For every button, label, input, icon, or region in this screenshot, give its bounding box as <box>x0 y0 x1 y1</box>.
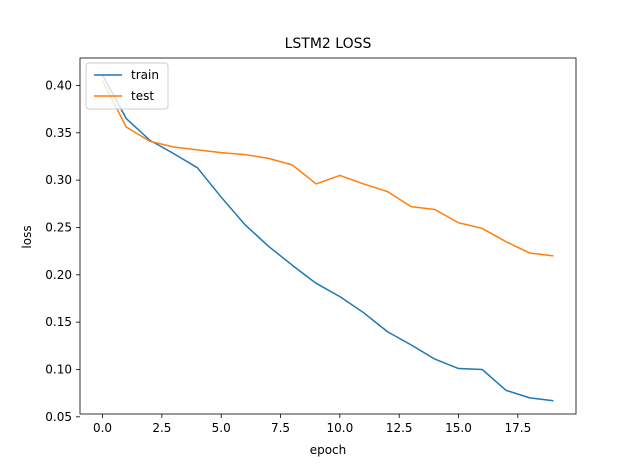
series-line-train <box>101 74 554 402</box>
x-tick-label: 5.0 <box>212 421 231 435</box>
x-tick-label: 2.5 <box>152 421 171 435</box>
x-axis-label: epoch <box>310 443 347 457</box>
plot-area <box>79 57 577 415</box>
series-layer <box>101 74 554 402</box>
chart-title: LSTM2 LOSS <box>285 36 372 52</box>
y-tick-label: 0.30 <box>45 173 72 187</box>
y-tick-label: 0.40 <box>45 78 72 92</box>
x-tick-label: 17.5 <box>504 421 531 435</box>
x-tick-label: 12.5 <box>386 421 413 435</box>
y-tick-label: 0.05 <box>45 410 72 424</box>
x-tick-label: 15.0 <box>445 421 472 435</box>
y-tick-label: 0.15 <box>45 315 72 329</box>
x-tick-label: 10.0 <box>327 421 354 435</box>
x-tick-label: 0.0 <box>93 421 112 435</box>
series-line-test <box>101 80 554 257</box>
y-axis: 0.05 0.10 0.15 0.20 0.25 0.30 0.35 0.40 <box>45 78 80 424</box>
legend-label-test: test <box>131 89 154 103</box>
y-tick-label: 0.35 <box>45 126 72 140</box>
plot-frame <box>79 57 577 415</box>
y-tick-label: 0.20 <box>45 268 72 282</box>
y-axis-label: loss <box>20 225 34 248</box>
y-tick-label: 0.10 <box>45 363 72 377</box>
legend-label-train: train <box>131 68 159 82</box>
x-tick-label: 7.5 <box>271 421 290 435</box>
legend: train test <box>85 62 169 110</box>
y-tick-label: 0.25 <box>45 220 72 234</box>
x-axis: 0.0 2.5 5.0 7.5 10.0 12.5 15.0 17.5 <box>93 414 531 435</box>
